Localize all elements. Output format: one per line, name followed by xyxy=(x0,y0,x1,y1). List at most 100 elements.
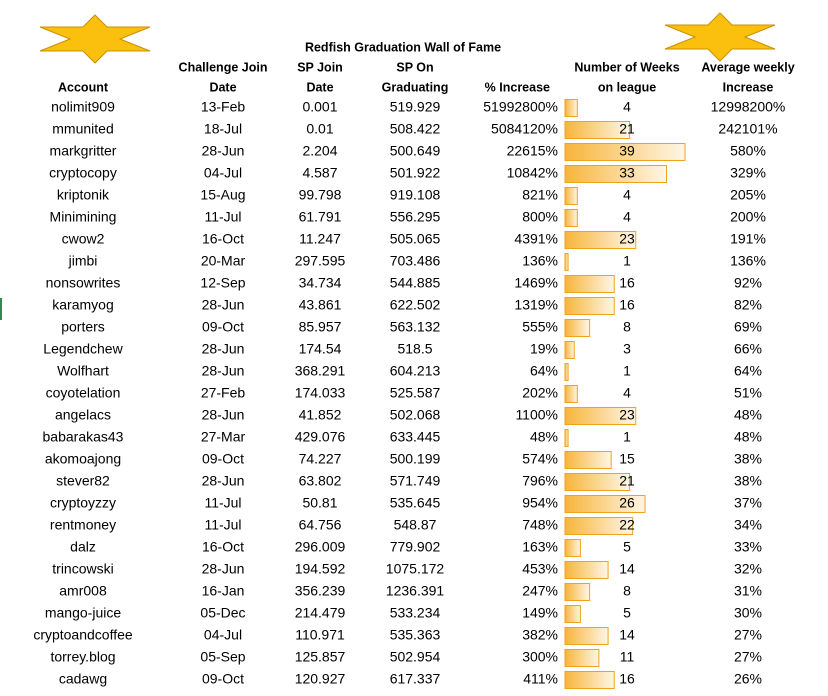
star-right xyxy=(664,12,776,62)
cell: 191% xyxy=(730,231,766,247)
cell: 174.54 xyxy=(299,341,342,357)
data-bar xyxy=(564,605,581,623)
cell: 0.001 xyxy=(302,99,337,115)
cell: 27-Feb xyxy=(201,385,246,401)
cell: 41.852 xyxy=(299,407,342,423)
cell: 38% xyxy=(734,473,762,489)
column-header: SP Join xyxy=(297,60,343,74)
cell: 500.649 xyxy=(390,143,441,159)
account-cell: torrey.blog xyxy=(50,649,115,665)
data-bar xyxy=(564,451,612,469)
cell: 28-Jun xyxy=(202,143,245,159)
cell: 48% xyxy=(530,429,558,445)
account-cell: markgritter xyxy=(50,143,117,159)
cell: 50.81 xyxy=(302,495,337,511)
data-bar xyxy=(564,297,615,315)
data-bar xyxy=(564,495,646,513)
account-cell: cryptoandcoffee xyxy=(33,627,133,643)
cell: 202% xyxy=(522,385,558,401)
data-bar xyxy=(564,407,637,425)
cell: 574% xyxy=(522,451,558,467)
cell: 329% xyxy=(730,165,766,181)
data-bar xyxy=(564,253,569,271)
cell: 28-Jun xyxy=(202,561,245,577)
cell: 28-Jun xyxy=(202,363,245,379)
cell: 519.929 xyxy=(390,99,441,115)
cell: 604.213 xyxy=(390,363,441,379)
cell: 04-Jul xyxy=(204,627,242,643)
cell: 703.486 xyxy=(390,253,441,269)
cell: 502.954 xyxy=(390,649,441,665)
account-cell: amr008 xyxy=(59,583,107,599)
cell: 136% xyxy=(522,253,558,269)
account-cell: mmunited xyxy=(52,121,113,137)
cell: 20-Mar xyxy=(201,253,246,269)
data-bar xyxy=(564,561,609,579)
account-cell: cryptoyzzy xyxy=(50,495,116,511)
cell: 368.291 xyxy=(295,363,346,379)
cell: 533.234 xyxy=(390,605,441,621)
cell: 22615% xyxy=(507,143,558,159)
cell: 28-Jun xyxy=(202,297,245,313)
cell: 149% xyxy=(522,605,558,621)
account-cell: karamyog xyxy=(52,297,113,313)
cell: 4 xyxy=(623,209,631,225)
data-bar xyxy=(564,341,575,359)
data-bar xyxy=(564,671,615,689)
account-cell: Wolfhart xyxy=(57,363,109,379)
cell: 26 xyxy=(619,495,635,511)
cell: 28-Jun xyxy=(202,407,245,423)
cell: 28-Jun xyxy=(202,473,245,489)
cell: 11 xyxy=(620,649,635,665)
cell: 69% xyxy=(734,319,762,335)
cell: 3 xyxy=(623,341,631,357)
cell: 33% xyxy=(734,539,762,555)
cell: 16-Jan xyxy=(202,583,245,599)
cell: 4 xyxy=(623,385,631,401)
cell: 796% xyxy=(522,473,558,489)
data-bar xyxy=(564,231,637,249)
cell: 1 xyxy=(623,363,631,379)
cell: 51992800% xyxy=(483,99,558,115)
cell: 48% xyxy=(734,407,762,423)
cell: 919.108 xyxy=(390,187,441,203)
cell: 8 xyxy=(623,319,631,335)
cell: 296.009 xyxy=(295,539,346,555)
account-cell: nonsowrites xyxy=(46,275,121,291)
cell: 300% xyxy=(522,649,558,665)
cell: 2.204 xyxy=(302,143,337,159)
cell: 4.587 xyxy=(302,165,337,181)
cell: 23 xyxy=(619,231,635,247)
cell: 05-Sep xyxy=(200,649,245,665)
cell: 622.502 xyxy=(390,297,441,313)
cell: 505.065 xyxy=(390,231,441,247)
cell: 500.199 xyxy=(390,451,441,467)
account-cell: porters xyxy=(61,319,105,335)
cell: 64% xyxy=(530,363,558,379)
cell: 136% xyxy=(730,253,766,269)
cell: 429.076 xyxy=(295,429,346,445)
data-bar xyxy=(564,473,631,491)
cell: 247% xyxy=(522,583,558,599)
cell: 13-Feb xyxy=(201,99,246,115)
cell: 11-Jul xyxy=(204,209,241,225)
cell: 92% xyxy=(734,275,762,291)
cell: 21 xyxy=(619,121,635,137)
cell: 518.5 xyxy=(397,341,432,357)
cell: 779.902 xyxy=(390,539,441,555)
column-header: Increase xyxy=(723,80,774,94)
cell: 1100% xyxy=(515,407,558,423)
cell: 194.592 xyxy=(295,561,346,577)
cell: 453% xyxy=(522,561,558,577)
column-header: SP On xyxy=(396,60,433,74)
cell: 544.885 xyxy=(390,275,441,291)
cell: 34% xyxy=(734,517,762,533)
column-header: % Increase xyxy=(485,80,550,94)
cell: 09-Oct xyxy=(202,451,244,467)
account-cell: jimbi xyxy=(68,253,98,269)
cell: 51% xyxy=(734,385,762,401)
column-header: Date xyxy=(306,80,333,94)
cell: 4 xyxy=(623,187,631,203)
cell: 16 xyxy=(619,671,635,687)
